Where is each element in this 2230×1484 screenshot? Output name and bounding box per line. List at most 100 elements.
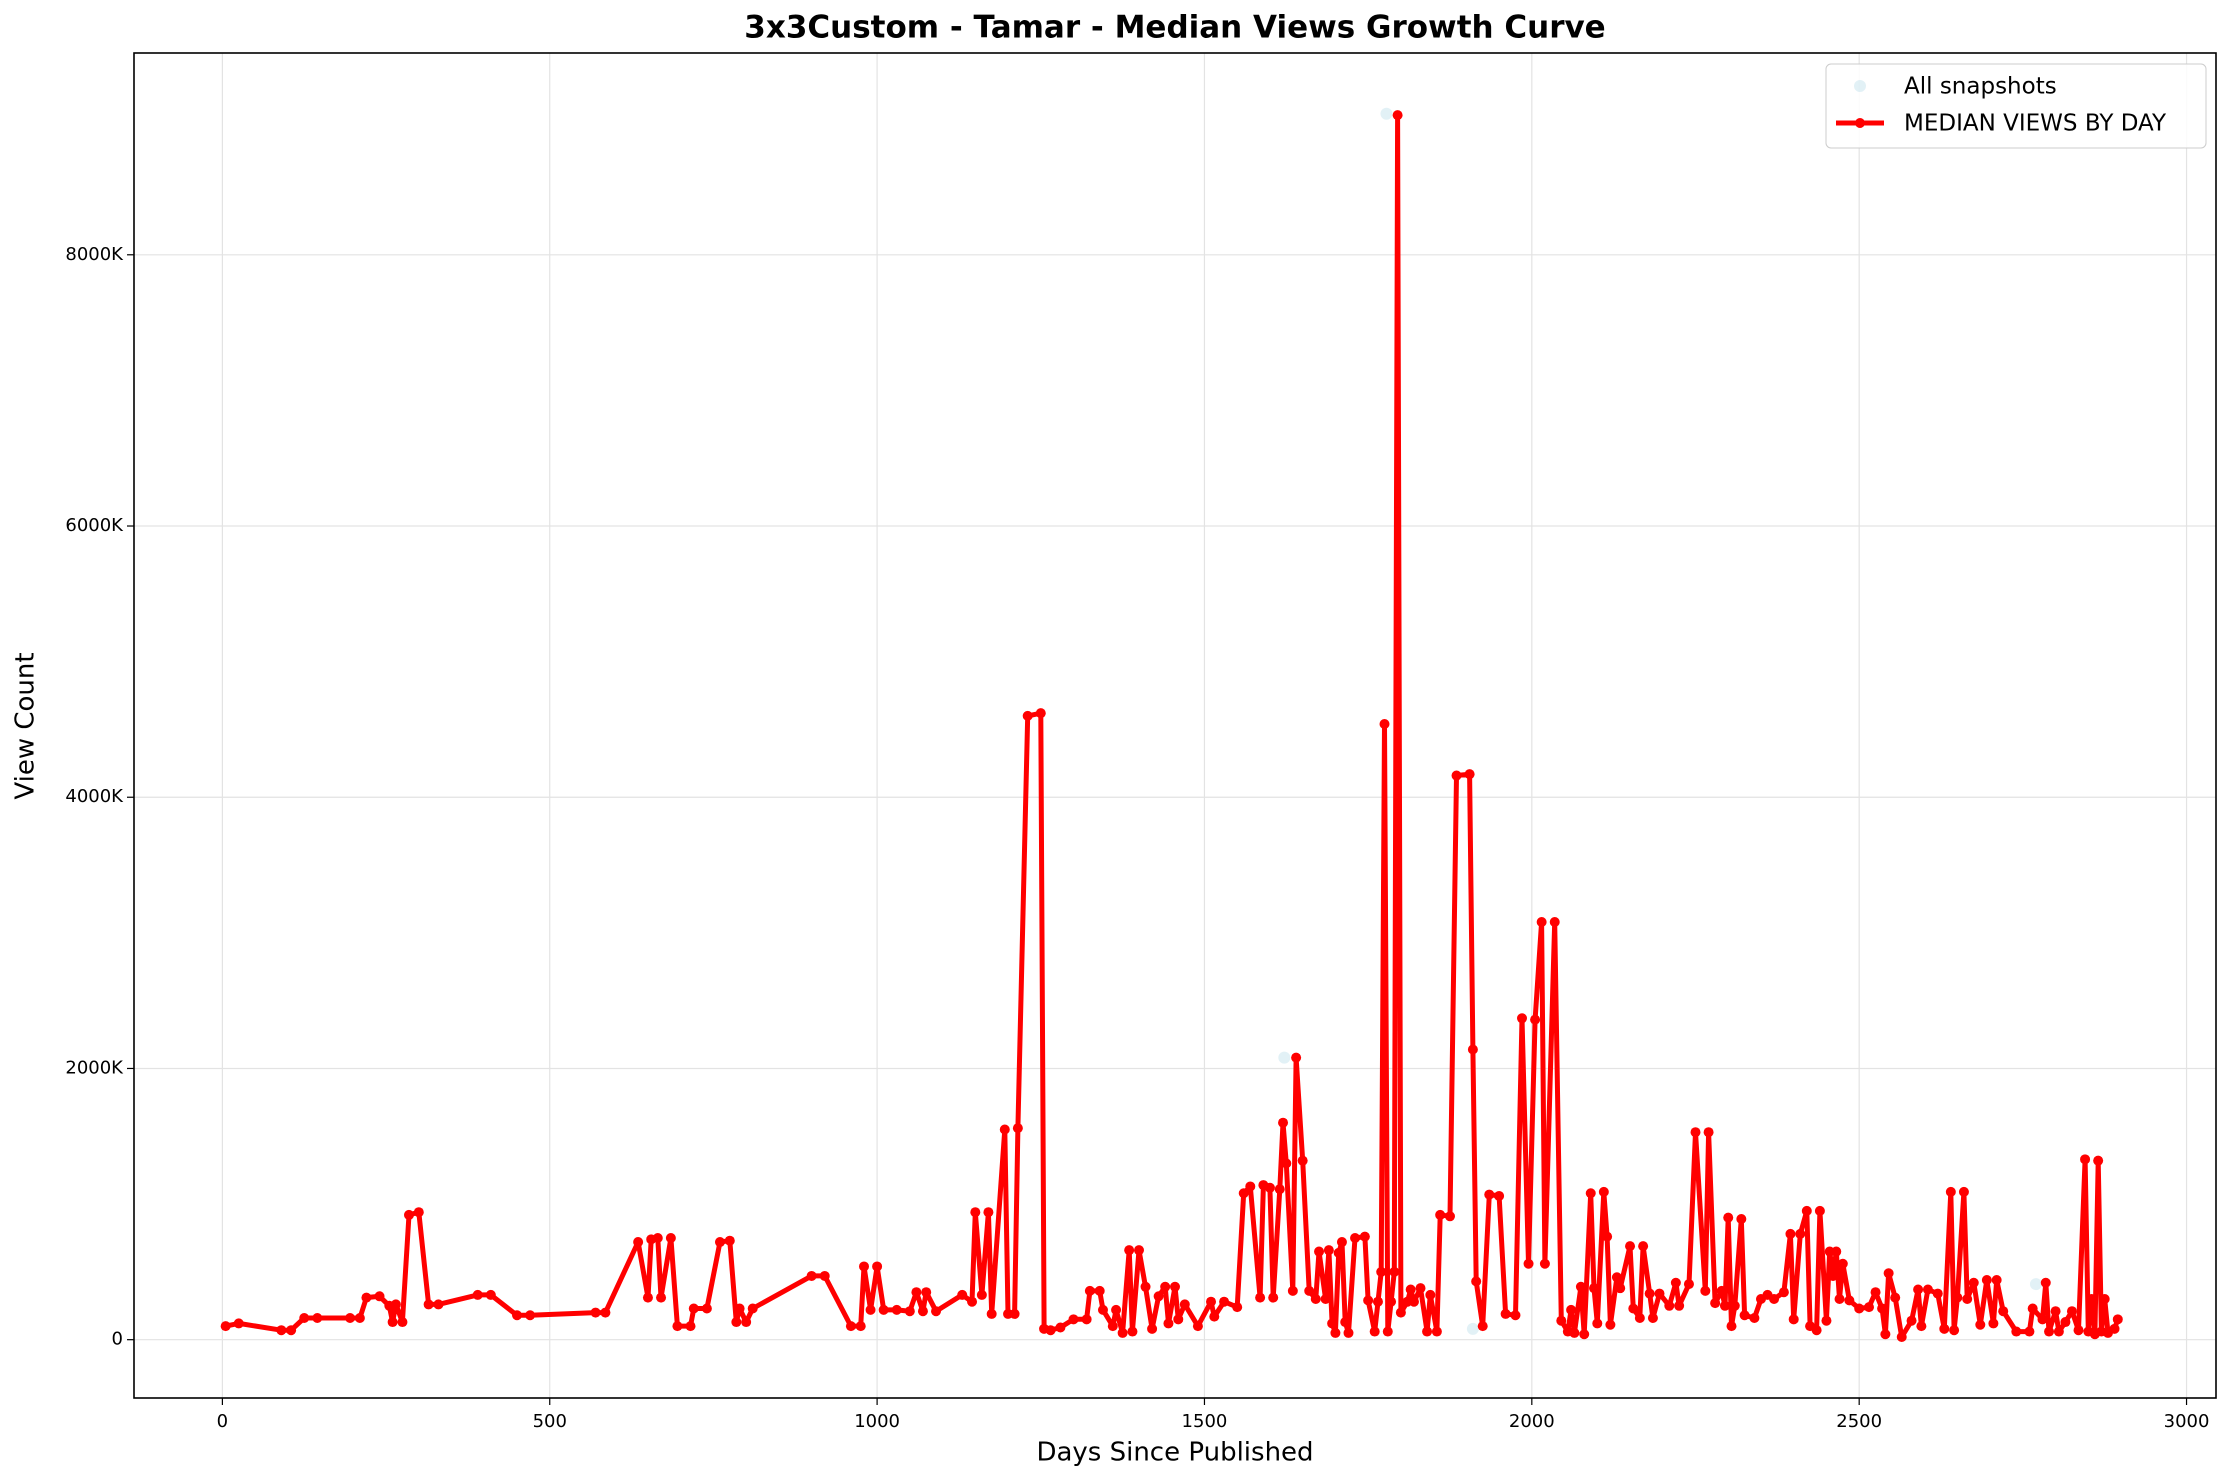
median-marker [1081,1314,1092,1325]
median-marker [1382,1326,1393,1337]
median-marker [983,1207,994,1218]
median-marker [387,1317,398,1328]
median-marker [656,1292,667,1303]
median-marker [1359,1231,1370,1242]
median-marker [701,1303,712,1314]
median-marker [1834,1294,1845,1305]
median-marker [986,1308,997,1319]
median-marker [1363,1295,1374,1306]
median-marker [1133,1245,1144,1256]
median-marker [1785,1228,1796,1239]
median-marker [374,1291,385,1302]
median-marker [1628,1303,1639,1314]
median-marker [1647,1312,1658,1323]
median-marker [1981,1275,1992,1286]
median-marker [1664,1300,1675,1311]
median-marker [1340,1317,1351,1328]
median-marker [1278,1117,1289,1128]
snapshot-point [1380,107,1393,120]
median-marker [1304,1285,1315,1296]
median-marker [931,1306,942,1317]
median-marker [390,1299,401,1310]
median-marker [1710,1298,1721,1309]
median-marker [361,1292,372,1303]
median-marker [1376,1266,1387,1277]
median-marker [1484,1189,1495,1200]
median-marker [970,1207,981,1218]
median-marker [1179,1299,1190,1310]
median-marker [1536,917,1547,928]
snapshot-point [2029,1278,2042,1291]
median-marker [1615,1283,1626,1294]
median-marker [312,1312,323,1323]
median-marker [1906,1315,1917,1326]
median-marker [1392,110,1403,121]
median-marker [872,1261,883,1272]
median-marker [1674,1300,1685,1311]
median-marker [1592,1318,1603,1329]
median-marker [1988,1318,1999,1329]
median-marker [1716,1285,1727,1296]
median-marker [724,1235,735,1246]
median-marker [1219,1296,1230,1307]
median-marker [485,1289,496,1300]
median-marker [1585,1188,1596,1199]
median-marker [1206,1296,1217,1307]
median-marker [731,1317,742,1328]
median-marker [806,1270,817,1281]
median-marker [2027,1303,2038,1314]
median-marker [1055,1322,1066,1333]
legend-swatch [1854,80,1866,92]
median-marker [1274,1184,1285,1195]
legend-box [1825,63,2207,149]
median-marker [1670,1277,1681,1288]
x-tick-label: 1500 [1182,1411,1228,1432]
median-marker [1170,1281,1180,1292]
median-marker [917,1306,928,1317]
median-marker [2040,1277,2051,1288]
median-marker [1022,710,1033,721]
median-marker [2099,1294,2110,1305]
x-tick-label: 2500 [1836,1411,1882,1432]
median-marker [957,1289,968,1300]
median-marker [1009,1308,1020,1319]
median-marker [600,1307,611,1318]
median-marker [976,1289,987,1300]
median-marker [1605,1319,1616,1330]
median-marker [1958,1186,1969,1197]
median-marker [1949,1325,1960,1336]
median-marker [1844,1295,1855,1306]
median-marker [1683,1279,1694,1290]
median-marker [1107,1321,1118,1332]
median-marker [1602,1231,1613,1242]
median-marker [1147,1323,1158,1334]
median-marker [967,1296,978,1307]
legend-label: All snapshots [1904,74,2057,100]
x-tick-label: 0 [217,1411,228,1432]
median-marker [1333,1247,1344,1258]
median-marker [2109,1323,2120,1334]
median-marker [1435,1209,1446,1220]
snapshot-point [1466,1322,1479,1335]
median-marker [1530,1014,1541,1025]
median-marker [1975,1319,1986,1330]
axes-frame [133,52,2217,1399]
median-marker [1372,1296,1383,1307]
median-marker [734,1303,745,1314]
median-marker [1831,1246,1842,1257]
median-marker [1431,1326,1442,1337]
median-marker [1916,1321,1927,1332]
median-marker [1827,1270,1838,1281]
median-marker [672,1321,683,1332]
median-marker [1395,1307,1406,1318]
median-marker [1494,1190,1505,1201]
median-marker [1611,1272,1622,1283]
median-marker [1422,1326,1433,1337]
median-marker [999,1124,1010,1135]
median-marker [1510,1310,1521,1321]
median-marker [1913,1284,1924,1295]
median-marker [741,1317,752,1328]
median-marker [2011,1326,2022,1337]
median-marker [2037,1314,2048,1325]
median-marker [276,1325,287,1336]
